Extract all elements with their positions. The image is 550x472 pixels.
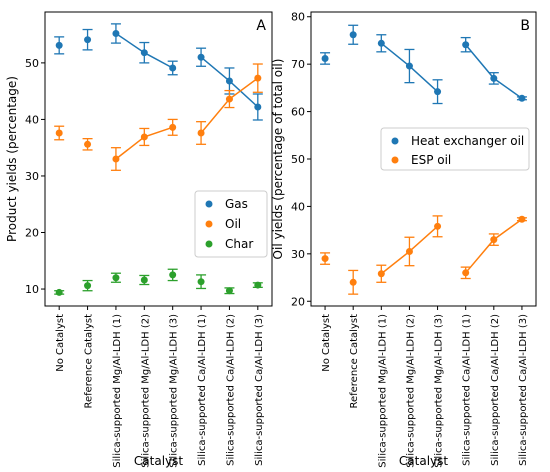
panel-b-heat-exchanger-oil-point <box>434 88 442 96</box>
panel-a-gas-point <box>225 77 233 85</box>
panel-b-heat-exchanger-oil-point <box>518 94 526 102</box>
panel-a-x-tick-label: Silica-supported Mg/Al-LDH (1) <box>112 314 123 468</box>
panel-b-x-tick-label: Silica-supported Ca/Al-LDH (3) <box>518 314 529 466</box>
panel-a-panel-letter: A <box>256 18 266 34</box>
panel-a-oil-point <box>84 140 92 148</box>
panel-a-gas-point <box>169 64 177 72</box>
panel-b-x-tick-label: No Catalyst <box>321 314 332 372</box>
panel-a-legend-marker <box>205 220 213 228</box>
panel-a-legend-label: Char <box>225 237 253 251</box>
panel-b-heat-exchanger-oil-point <box>321 54 329 62</box>
panel-b-legend <box>380 127 530 171</box>
panel-a-oil-point <box>112 155 120 163</box>
panel-b-y-tick-label: 70 <box>291 58 305 71</box>
panel-a-x-tick-label: Silica-supported Ca/Al-LDH (1) <box>197 314 208 466</box>
panel-b-x-tick-label: Silica-supported Ca/Al-LDH (2) <box>490 314 501 466</box>
panel-b-esp-oil-point <box>349 278 357 286</box>
panel-a-legend-label: Gas <box>225 197 248 211</box>
panel-a-x-tick-label: Silica-supported Ca/Al-LDH (2) <box>225 314 236 466</box>
panel-a-oil-point <box>55 129 63 137</box>
panel-b-heat-exchanger-oil-point <box>405 62 413 70</box>
panel-a-y-tick-label: 50 <box>25 57 39 70</box>
panel-b-x-tick-label: Silica-supported Mg/Al-LDH (1) <box>377 314 388 468</box>
panel-a-gas-point <box>112 29 120 37</box>
panel-b-esp-oil-line <box>465 218 523 274</box>
panel-b-legend-label: ESP oil <box>411 153 451 167</box>
panel-b-legend-label: Heat exchanger oil <box>411 134 524 148</box>
panel-a-x-tick-label: No Catalyst <box>55 314 66 372</box>
panel-a-char-point <box>169 271 177 279</box>
panel-b-esp-oil-point <box>405 247 413 255</box>
panel-a-legend-marker <box>205 240 213 248</box>
panel-b-y-tick-label: 30 <box>291 248 305 261</box>
panel-a-x-tick-label: Silica-supported Ca/Al-LDH (3) <box>254 314 265 466</box>
panel-a-char-point <box>112 274 120 282</box>
panel-b-y-tick-label: 50 <box>291 153 305 166</box>
panel-a-gas-point <box>140 49 148 57</box>
panel-b-y-tick-label: 80 <box>291 11 305 24</box>
panel-b-x-axis-label: Catalyst <box>399 454 448 468</box>
panel-a-x-tick-label: Silica-supported Mg/Al-LDH (3) <box>169 314 180 468</box>
panel-a-gas-point <box>254 103 262 111</box>
panel-a-char-point <box>84 282 92 290</box>
panel-b-y-tick-label: 20 <box>291 295 305 308</box>
panel-b-x-tick-label: Silica-supported Mg/Al-LDH (2) <box>405 314 416 468</box>
panel-a-char-point <box>55 288 63 296</box>
panel-a-char-point <box>225 287 233 295</box>
panel-a-x-axis-label: Catalyst <box>134 454 183 468</box>
panel-a-oil-point <box>169 123 177 131</box>
panel-a-gas-point <box>84 36 92 44</box>
panel-b-heat-exchanger-oil-point <box>490 74 498 82</box>
panel-b-legend-marker <box>391 137 399 145</box>
panel-b-heat-exchanger-oil-point <box>462 41 470 49</box>
panel-b-y-tick-label: 40 <box>291 200 305 213</box>
panel-a-legend-marker <box>205 200 213 208</box>
panel-a-char-point <box>197 278 205 286</box>
panel-b-y-tick-label: 60 <box>291 106 305 119</box>
panel-a-x-tick-label: Silica-supported Mg/Al-LDH (2) <box>140 314 151 468</box>
panel-a-oil-point <box>254 74 262 82</box>
panel-b-esp-oil-point <box>518 215 526 223</box>
panel-a-gas-point <box>197 53 205 61</box>
panel-b-esp-oil-point <box>434 222 442 230</box>
panel-a-legend-label: Oil <box>225 217 241 231</box>
panel-b-esp-oil-point <box>462 269 470 277</box>
panel-b-panel-letter: B <box>520 18 530 34</box>
panel-a-y-tick-label: 40 <box>25 113 39 126</box>
panel-b-heat-exchanger-oil-point <box>349 31 357 39</box>
panel-b-y-axis-label: Oil yields (percentage of total oil) <box>271 59 285 260</box>
panel-a-x-tick-label: Reference Catalyst <box>84 314 95 409</box>
panel-a-char-point <box>254 281 262 289</box>
panel-b-esp-oil-point <box>377 270 385 278</box>
panel-a-y-axis-label: Product yields (percentage) <box>5 76 19 242</box>
panel-b-heat-exchanger-oil-line <box>465 44 523 99</box>
panel-a-legend <box>194 190 268 258</box>
panel-b-esp-oil-point <box>321 255 329 263</box>
panel-b-esp-oil-point <box>490 236 498 244</box>
panel-a-oil-point <box>197 129 205 137</box>
panel-b-legend-marker <box>391 156 399 164</box>
panel-a-y-tick-label: 10 <box>25 283 39 296</box>
panel-b-x-tick-label: Silica-supported Ca/Al-LDH (1) <box>462 314 473 466</box>
panel-a-oil-point <box>140 133 148 141</box>
panel-b-x-tick-label: Reference Catalyst <box>349 314 360 409</box>
panel-b-x-tick-label: Silica-supported Mg/Al-LDH (3) <box>434 314 445 468</box>
panel-a-char-point <box>140 276 148 284</box>
panel-a-gas-point <box>55 41 63 49</box>
panel-a-y-tick-label: 30 <box>25 170 39 183</box>
panel-a-axes-frame <box>44 11 273 307</box>
panel-a-y-tick-label: 20 <box>25 227 39 240</box>
panel-a-oil-point <box>225 95 233 103</box>
panel-b-heat-exchanger-oil-point <box>377 39 385 47</box>
